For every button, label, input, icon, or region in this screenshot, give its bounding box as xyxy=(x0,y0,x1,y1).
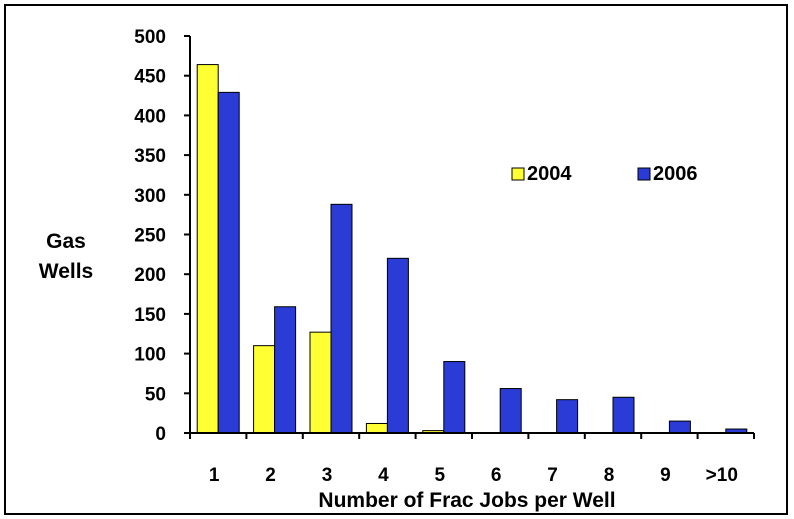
y-tick-labels: 0 50 100 150 200 250 300 350 400 450 500 xyxy=(134,27,166,445)
legend-label-2004: 2004 xyxy=(527,163,572,185)
y-tick-label-400: 400 xyxy=(134,106,166,127)
axes-layer xyxy=(184,35,755,439)
x-tick-label-9: 9 xyxy=(660,465,671,486)
y-tick-label-200: 200 xyxy=(134,265,166,286)
bar-2006-9 xyxy=(668,420,691,434)
bar-chart: Gas Wells 0 50 100 150 200 250 300 350 400 450 500… xyxy=(39,27,755,512)
y-axis-title: Gas Wells xyxy=(39,230,93,283)
x-tick-label-1: 1 xyxy=(209,465,220,486)
bar-2006-6 xyxy=(499,388,522,434)
x-tick-label-3: 3 xyxy=(322,465,333,486)
x-tick-label-6: 6 xyxy=(491,465,502,486)
y-axis-title-line-2: Wells xyxy=(39,260,93,283)
x-tick-label->10: >10 xyxy=(706,465,738,486)
y-tick-label-350: 350 xyxy=(134,146,166,167)
legend-swatch-2006 xyxy=(637,167,651,181)
y-tick-label-300: 300 xyxy=(134,186,166,207)
legend-label-2006: 2006 xyxy=(653,163,698,185)
y-tick-label-100: 100 xyxy=(134,345,166,366)
x-tick-label-8: 8 xyxy=(604,465,615,486)
bar-2004-2 xyxy=(253,345,276,434)
bars-layer xyxy=(196,64,748,434)
bar-2004-4 xyxy=(365,422,388,434)
bar-2006-5 xyxy=(443,361,466,434)
y-tick-label-450: 450 xyxy=(134,67,166,88)
chart-frame: Gas Wells 0 50 100 150 200 250 300 350 400 450 500… xyxy=(4,4,788,515)
y-tick-label-50: 50 xyxy=(145,384,166,405)
x-axis-title: Number of Frac Jobs per Well xyxy=(318,489,615,512)
bar-2006-7 xyxy=(556,399,579,434)
y-axis-title-line-1: Gas xyxy=(46,230,86,253)
bar-2004-3 xyxy=(309,331,332,434)
legend: 2004 2006 xyxy=(511,163,698,185)
bar-2006-1 xyxy=(217,91,240,434)
x-tick-label-5: 5 xyxy=(435,465,446,486)
x-tick-label-4: 4 xyxy=(378,465,389,486)
y-tick-label-250: 250 xyxy=(134,226,166,247)
x-tick-labels: 1 2 3 4 5 6 7 8 9 >10 xyxy=(209,465,738,486)
y-tick-label-0: 0 xyxy=(155,424,166,445)
bar-2004-1 xyxy=(196,64,219,434)
x-tick-label-2: 2 xyxy=(265,465,276,486)
bar-2006-3 xyxy=(330,203,353,434)
y-tick-label-500: 500 xyxy=(134,27,166,48)
y-tick-label-150: 150 xyxy=(134,305,166,326)
bar-2006-4 xyxy=(386,257,409,434)
legend-swatch-2004 xyxy=(511,167,525,181)
bar-2006-8 xyxy=(612,396,635,434)
bar-2006-2 xyxy=(274,306,297,434)
x-tick-label-7: 7 xyxy=(547,465,558,486)
